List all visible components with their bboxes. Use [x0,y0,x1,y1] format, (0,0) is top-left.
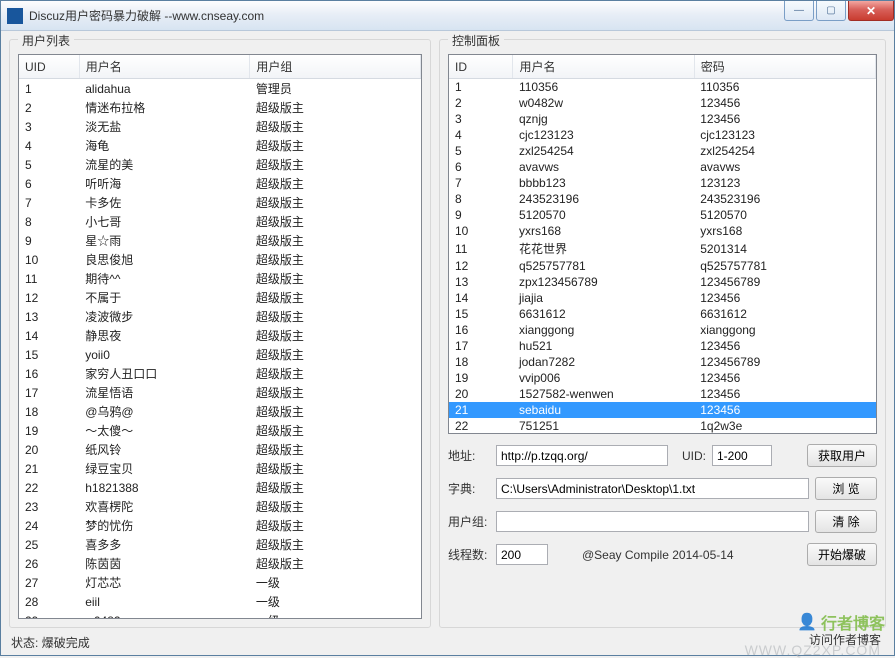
table-row[interactable]: 14jiajia123456 [449,290,876,306]
table-row[interactable]: 17流星悟语超级版主 [19,383,421,402]
table-row[interactable]: 3qznjg123456 [449,111,876,127]
threads-input[interactable] [496,544,548,565]
table-row[interactable]: 26陈茵茵超级版主 [19,554,421,573]
compile-info: @Seay Compile 2014-05-14 [582,548,734,562]
table-row[interactable]: 23欢喜楞陀超级版主 [19,497,421,516]
table-row[interactable]: 21sebaidu123456 [449,402,876,418]
user-list-group: 用户列表 UID用户名用户组 1alidahua管理员2情迷布拉格超级版主3淡无… [9,39,431,628]
title-bar[interactable]: Discuz用户密码暴力破解 --www.cnseay.com — ▢ ✕ [1,1,894,31]
table-row[interactable]: 20纸风铃超级版主 [19,440,421,459]
table-row[interactable]: 1110356110356 [449,79,876,96]
client-area: 用户列表 UID用户名用户组 1alidahua管理员2情迷布拉格超级版主3淡无… [1,31,894,632]
person-icon: 👤 [797,612,817,632]
table-row[interactable]: 17hu521123456 [449,338,876,354]
table-row[interactable]: 13凌波微步超级版主 [19,307,421,326]
table-row[interactable]: 16家穷人丑口口超级版主 [19,364,421,383]
table-row[interactable]: 6听听海超级版主 [19,174,421,193]
table-row[interactable]: 7卡多佐超级版主 [19,193,421,212]
clear-button[interactable]: 清 除 [815,510,877,533]
uid-label: UID: [682,449,706,463]
close-button[interactable]: ✕ [848,1,894,21]
table-row[interactable]: 19～太傻～超级版主 [19,421,421,440]
table-row[interactable]: 2w0482w123456 [449,95,876,111]
table-row[interactable]: 6avavwsavavws [449,159,876,175]
table-row[interactable]: 13zpx123456789123456789 [449,274,876,290]
group-label: 用户组: [448,513,490,530]
maximize-button[interactable]: ▢ [816,1,846,21]
user-list-header[interactable]: UID [19,55,79,79]
threads-row: 线程数: @Seay Compile 2014-05-14 开始爆破 [448,543,877,566]
table-row[interactable]: 5zxl254254zxl254254 [449,143,876,159]
user-list-header[interactable]: 用户组 [250,55,421,79]
status-text: 爆破完成 [42,634,90,651]
user-list-table: UID用户名用户组 1alidahua管理员2情迷布拉格超级版主3淡无盐超级版主… [19,55,421,619]
table-row[interactable]: 1566316126631612 [449,306,876,322]
table-row[interactable]: 29w0482w一级 [19,611,421,619]
table-row[interactable]: 5流星的美超级版主 [19,155,421,174]
table-row[interactable]: 16xianggongxianggong [449,322,876,338]
status-label: 状态: [11,634,38,651]
result-table: ID用户名密码 11103561103562w0482w1234563qznjg… [449,55,876,434]
dict-label: 字典: [448,480,490,497]
table-row[interactable]: 201527582-wenwen123456 [449,386,876,402]
group-row: 用户组: 清 除 [448,510,877,533]
table-row[interactable]: 951205705120570 [449,207,876,223]
table-row[interactable]: 10良思俊旭超级版主 [19,250,421,269]
table-row[interactable]: 2情迷布拉格超级版主 [19,98,421,117]
table-row[interactable]: 4cjc123123cjc123123 [449,127,876,143]
table-row[interactable]: 25喜多多超级版主 [19,535,421,554]
address-input[interactable] [496,445,668,466]
result-list-header[interactable]: ID [449,55,513,79]
table-row[interactable]: 10yxrs168yxrs168 [449,223,876,239]
user-list-legend: 用户列表 [18,32,74,49]
threads-label: 线程数: [448,546,490,563]
table-row[interactable]: 3淡无盐超级版主 [19,117,421,136]
main-window: Discuz用户密码暴力破解 --www.cnseay.com — ▢ ✕ 用户… [0,0,895,656]
user-list-view[interactable]: UID用户名用户组 1alidahua管理员2情迷布拉格超级版主3淡无盐超级版主… [18,54,422,619]
table-row[interactable]: 27灯芯芯一级 [19,573,421,592]
table-row[interactable]: 15yoii0超级版主 [19,345,421,364]
table-row[interactable]: 9星☆雨超级版主 [19,231,421,250]
table-row[interactable]: 7bbbb123123123 [449,175,876,191]
result-list-header[interactable]: 密码 [694,55,875,79]
control-panel-group: 控制面板 ID用户名密码 11103561103562w0482w1234563… [439,39,886,628]
table-row[interactable]: 18@乌鸦@超级版主 [19,402,421,421]
result-list-header[interactable]: 用户名 [513,55,694,79]
minimize-button[interactable]: — [784,1,814,21]
user-list-header[interactable]: 用户名 [79,55,250,79]
table-row[interactable]: 19vvip006123456 [449,370,876,386]
group-input[interactable] [496,511,809,532]
table-row[interactable]: 28eiil一级 [19,592,421,611]
dict-input[interactable] [496,478,809,499]
table-row[interactable]: 24梦的忧伤超级版主 [19,516,421,535]
app-icon [7,8,23,24]
table-row[interactable]: 1alidahua管理员 [19,79,421,99]
start-button[interactable]: 开始爆破 [807,543,877,566]
controls-area: 地址: UID: 获取用户 字典: 浏 览 用户组: 清 除 [448,444,877,576]
table-row[interactable]: 8小七哥超级版主 [19,212,421,231]
get-users-button[interactable]: 获取用户 [807,444,877,467]
table-row[interactable]: 22h1821388超级版主 [19,478,421,497]
table-row[interactable]: 8243523196243523196 [449,191,876,207]
address-label: 地址: [448,447,490,464]
result-list-view[interactable]: ID用户名密码 11103561103562w0482w1234563qznjg… [448,54,877,434]
table-row[interactable]: 12q525757781q525757781 [449,258,876,274]
table-row[interactable]: 11花花世界5201314 [449,239,876,258]
table-row[interactable]: 227512511q2w3e [449,418,876,434]
window-title: Discuz用户密码暴力破解 --www.cnseay.com [29,7,264,24]
address-row: 地址: UID: 获取用户 [448,444,877,467]
table-row[interactable]: 18jodan7282123456789 [449,354,876,370]
dict-row: 字典: 浏 览 [448,477,877,500]
table-row[interactable]: 12不属于超级版主 [19,288,421,307]
uid-input[interactable] [712,445,772,466]
browse-button[interactable]: 浏 览 [815,477,877,500]
table-row[interactable]: 4海龟超级版主 [19,136,421,155]
table-row[interactable]: 11期待^^超级版主 [19,269,421,288]
table-row[interactable]: 14静思夜超级版主 [19,326,421,345]
table-row[interactable]: 21绿豆宝贝超级版主 [19,459,421,478]
control-panel-legend: 控制面板 [448,32,504,49]
window-controls: — ▢ ✕ [782,1,894,21]
